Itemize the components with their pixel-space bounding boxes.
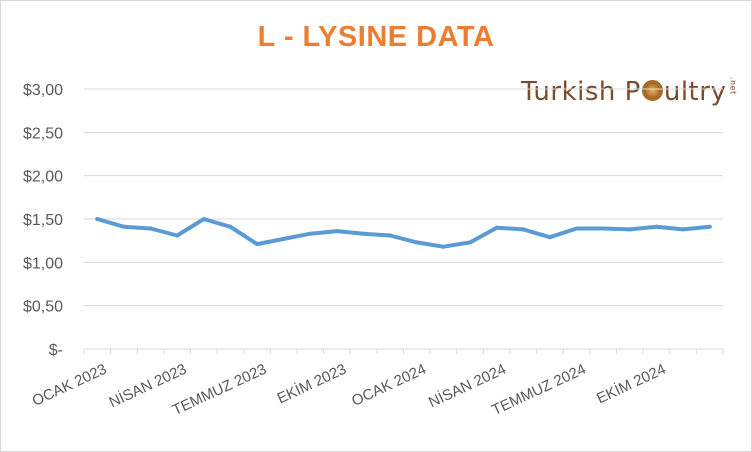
data-point [334, 229, 339, 234]
data-point [494, 225, 499, 230]
logo-egg-icon [641, 80, 663, 101]
y-tick-label: $1,50 [23, 212, 63, 229]
data-point [308, 231, 313, 236]
y-tick-label: $2,00 [23, 169, 63, 186]
data-point [707, 224, 712, 229]
series-layer [95, 217, 712, 249]
turkish-poultry-logo: Turkish P ultry .net [521, 77, 737, 107]
data-point [121, 224, 126, 229]
logo-text-start: Turkish P [521, 77, 641, 107]
data-point [255, 242, 260, 247]
data-point [201, 217, 206, 221]
y-axis-tick-labels: $- $0,50 $1,00 $1,50 $2,00 $2,50 $3,00 [23, 82, 63, 359]
data-point [681, 227, 686, 232]
data-point [175, 233, 180, 238]
y-tick-label: $2,50 [23, 125, 63, 142]
x-tick-label: EKİM 2023 [274, 360, 349, 408]
x-tick-label: OCAK 2023 [30, 361, 110, 410]
gridlines [84, 88, 723, 307]
data-point [228, 224, 233, 229]
x-tick-label: EKİM 2024 [594, 360, 669, 408]
data-point [281, 236, 286, 241]
series-line [95, 217, 712, 249]
data-point [95, 217, 100, 221]
x-tick-label: OCAK 2024 [349, 361, 429, 410]
y-tick-label: $3,00 [23, 82, 63, 99]
data-point [414, 240, 419, 245]
data-point [148, 226, 153, 231]
y-tick-label: $1,00 [23, 255, 63, 272]
data-point [468, 240, 473, 245]
data-point [361, 231, 366, 236]
y-tick-label: $- [49, 342, 63, 359]
data-point [441, 244, 446, 249]
data-point [627, 227, 632, 232]
logo-text-end: ultry [663, 77, 727, 107]
y-tick-label: $0,50 [23, 299, 63, 316]
logo-suffix: .net [728, 77, 738, 95]
data-point [521, 227, 526, 232]
data-point [574, 226, 579, 231]
chart-title: L - LYSINE DATA [257, 21, 495, 53]
data-point [547, 235, 552, 240]
data-point [388, 233, 393, 238]
data-point [601, 226, 606, 231]
data-point [654, 224, 659, 229]
